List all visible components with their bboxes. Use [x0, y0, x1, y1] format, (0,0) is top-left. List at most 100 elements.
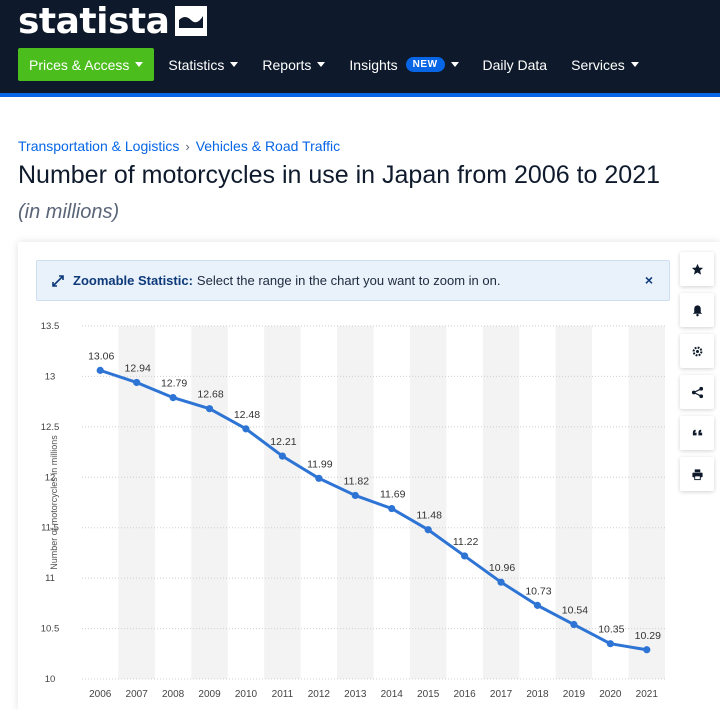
year-band	[409, 326, 447, 679]
data-point	[242, 425, 250, 433]
main-nav: Prices & Access Statistics Reports Insig…	[18, 48, 663, 81]
x-tick-label: 2009	[198, 689, 221, 700]
logo-mark-icon	[175, 6, 208, 36]
data-label: 12.79	[161, 378, 187, 390]
share-icon	[691, 386, 703, 398]
data-point	[315, 474, 323, 482]
nav-services[interactable]: Services	[571, 48, 639, 81]
data-label: 10.35	[598, 624, 624, 636]
nav-divider	[0, 93, 720, 97]
year-band	[337, 326, 374, 679]
x-tick-label: 2020	[599, 689, 622, 700]
data-point	[424, 526, 432, 534]
logo-text: statista	[18, 0, 170, 42]
print-icon	[691, 468, 703, 480]
year-band	[555, 326, 593, 679]
chevron-down-icon	[450, 62, 459, 67]
data-point	[643, 646, 651, 654]
statista-logo[interactable]: statista	[18, 0, 208, 42]
page-subtitle: (in millions)	[18, 201, 120, 223]
data-label: 11.82	[344, 475, 370, 487]
data-point	[388, 504, 396, 513]
x-tick-label: 2008	[162, 689, 185, 700]
x-tick-labels: 2006 2007 2008 2009 2010 2011 2012 2013 2014 2015…	[89, 689, 658, 700]
year-band	[264, 326, 301, 679]
nav-prices-access[interactable]: Prices & Access	[18, 48, 155, 81]
x-tick-label: 2012	[308, 689, 331, 700]
nav-label: Reports	[262, 56, 312, 73]
data-point	[533, 601, 542, 609]
data-label: 11.69	[380, 489, 406, 501]
gear-icon	[692, 346, 702, 356]
data-point	[278, 452, 287, 460]
x-tick-label: 2017	[490, 689, 513, 700]
data-point	[570, 620, 578, 629]
data-point	[606, 640, 614, 648]
zoom-text: Select the range in the chart you want t…	[196, 273, 501, 288]
nav-insights[interactable]: Insights NEW	[349, 48, 459, 81]
data-label: 10.73	[525, 585, 551, 597]
nav-label: Insights	[349, 56, 398, 73]
data-point	[169, 394, 177, 402]
expand-arrows-icon	[52, 274, 64, 287]
favorite-button[interactable]	[680, 252, 714, 286]
series-polyline	[99, 368, 648, 652]
zoom-info-banner: Zoomable Statistic: Select the range in …	[36, 260, 670, 301]
y-tick-label: 12.5	[41, 422, 60, 433]
data-label: 12.68	[197, 389, 223, 401]
y-axis-label: Number of motorcycles in millions	[49, 435, 59, 570]
data-point	[460, 552, 469, 560]
data-label: 11.99	[307, 458, 333, 470]
x-tick-label: 2013	[344, 689, 367, 700]
breadcrumb-link-transportation[interactable]: Transportation & Logistics	[18, 138, 180, 154]
chevron-down-icon	[230, 62, 239, 67]
year-band	[191, 326, 228, 679]
close-icon[interactable]: ×	[644, 272, 653, 288]
new-badge: NEW	[405, 57, 445, 72]
data-point	[205, 405, 214, 413]
y-tick-label: 11.5	[41, 523, 59, 534]
data-label: 10.96	[489, 562, 515, 574]
notification-button[interactable]	[680, 293, 714, 327]
breadcrumb-separator: ›	[185, 138, 190, 154]
breadcrumb-link-vehicles[interactable]: Vehicles & Road Traffic	[195, 138, 341, 154]
x-tick-label: 2006	[89, 689, 112, 700]
nav-daily-data[interactable]: Daily Data	[483, 48, 548, 81]
star-icon	[691, 263, 703, 275]
y-tick-label: 10	[45, 674, 56, 685]
data-point	[497, 578, 505, 586]
data-label: 10.29	[635, 630, 661, 642]
page-title: Number of motorcycles in use in Japan fr…	[18, 161, 661, 189]
settings-button[interactable]	[680, 334, 714, 368]
series-line	[99, 368, 648, 652]
zoom-title: Zoomable Statistic:	[73, 273, 193, 288]
data-point	[133, 378, 141, 387]
data-points	[96, 366, 651, 654]
grid-lines	[82, 325, 665, 680]
data-label: 11.22	[453, 536, 479, 548]
nav-reports[interactable]: Reports	[262, 48, 326, 81]
y-tick-labels: 10 10.5 11 11.5 12 12.5 13 13.5	[41, 321, 60, 685]
cite-button[interactable]	[680, 416, 714, 450]
data-label: 12.48	[234, 409, 260, 421]
x-tick-label: 2015	[417, 689, 440, 700]
y-tick-label: 11	[45, 573, 55, 584]
y-tick-label: 10.5	[41, 624, 60, 635]
share-button[interactable]	[680, 375, 714, 409]
y-tick-label: 13.5	[41, 321, 60, 332]
print-button[interactable]	[680, 457, 714, 491]
bell-icon	[692, 304, 702, 316]
y-tick-label: 13	[45, 371, 56, 382]
quote-icon	[692, 429, 702, 435]
breadcrumb: Transportation & Logistics › Vehicles & …	[18, 138, 340, 154]
nav-label: Daily Data	[482, 56, 548, 73]
data-labels: 13.06 12.94 12.79 12.68 12.48 12.21 11.99 11.82…	[88, 350, 661, 641]
nav-statistics[interactable]: Statistics	[168, 48, 239, 81]
nav-label: Prices & Access	[29, 56, 130, 73]
x-tick-label: 2016	[453, 689, 476, 700]
side-toolbar	[680, 252, 714, 498]
x-tick-label: 2011	[272, 689, 294, 700]
nav-label: Services	[571, 56, 625, 73]
chevron-down-icon	[317, 62, 326, 67]
